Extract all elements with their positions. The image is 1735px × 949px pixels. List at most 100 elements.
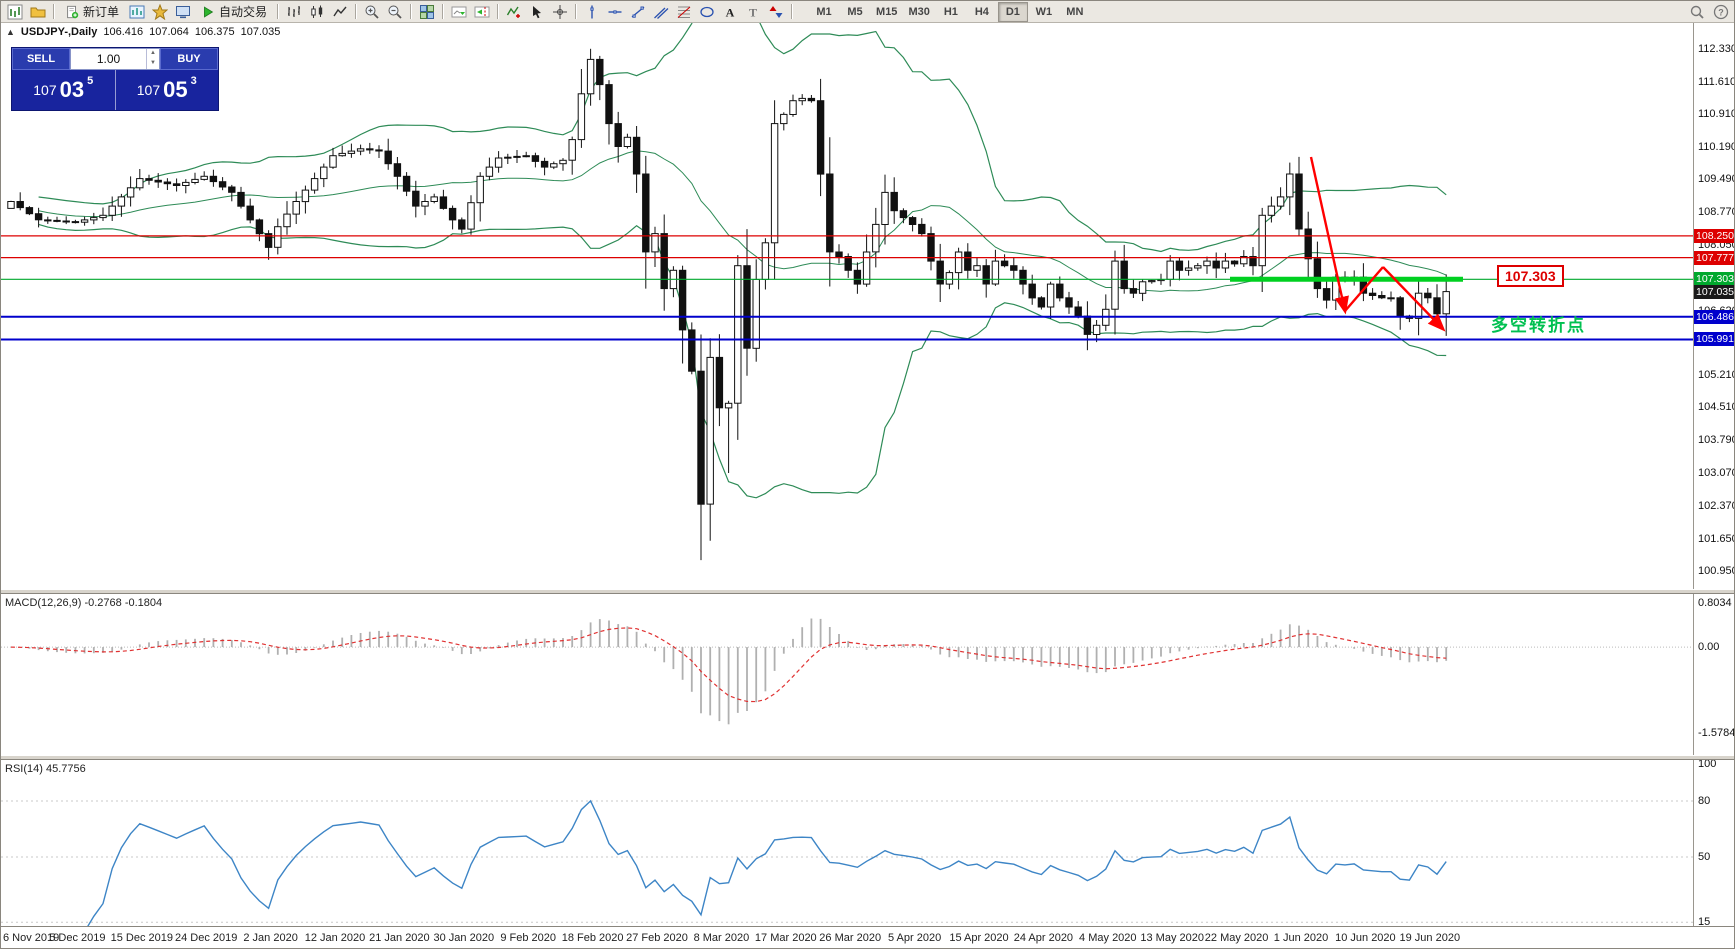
price-tick: 101.650 <box>1698 532 1735 545</box>
panel-splitter[interactable] <box>1 755 1734 760</box>
one-click-trading-widget: SELL 1.00 ▲ ▼ BUY 107 03 5 107 05 3 <box>11 47 219 111</box>
help-icon[interactable]: ? <box>1710 2 1732 22</box>
candlestick-icon[interactable] <box>306 2 328 22</box>
price-badge: 107.777 <box>1694 250 1734 265</box>
channel-icon[interactable] <box>650 2 672 22</box>
cursor-icon[interactable] <box>526 2 548 22</box>
date-label: 15 Dec 2019 <box>110 932 173 944</box>
crosshair-icon[interactable] <box>549 2 571 22</box>
date-label: 15 Apr 2020 <box>949 932 1009 944</box>
date-label: 22 May 2020 <box>1204 932 1269 944</box>
tf-button-M5[interactable]: M5 <box>847 5 863 18</box>
date-label: 17 Mar 2020 <box>754 932 817 944</box>
shapes-icon[interactable] <box>696 2 718 22</box>
date-label: 8 Mar 2020 <box>693 932 750 944</box>
buy-price-pips: 05 <box>163 77 188 102</box>
spinner-up-icon[interactable]: ▲ <box>150 50 156 56</box>
toolbar-separator <box>791 4 794 19</box>
rsi-axis-tick: 15 <box>1698 916 1711 929</box>
text-icon[interactable]: A <box>719 2 741 22</box>
sell-price-sup: 5 <box>87 75 94 87</box>
tf-button-M1[interactable]: M1 <box>816 5 832 18</box>
date-label: 24 Apr 2020 <box>1013 932 1074 944</box>
macd-panel-canvas[interactable] <box>1 594 1693 755</box>
sell-price-pips: 03 <box>59 77 85 102</box>
sell-price-panel[interactable]: 107 03 5 <box>12 70 116 110</box>
tf-button-H4[interactable]: H4 <box>974 5 989 18</box>
volume-spinner[interactable]: ▲ ▼ <box>146 49 159 69</box>
date-label: 4 May 2020 <box>1079 932 1137 944</box>
date-label: 10 Jun 2020 <box>1335 932 1396 944</box>
tf-button-D1[interactable]: D1 <box>997 1 1028 22</box>
buy-button[interactable]: BUY <box>160 48 218 70</box>
autotrading-button[interactable]: 自动交易 <box>195 2 273 22</box>
turning-point-note[interactable]: 多空转折点 <box>1491 316 1586 335</box>
buy-price-panel[interactable]: 107 05 3 <box>116 70 219 110</box>
tf-button-MN[interactable]: MN <box>1066 5 1084 18</box>
chart-header: ▲ USDJPY-,Daily 106.416 107.064 106.375 … <box>6 26 280 38</box>
auto-scroll-icon[interactable] <box>448 2 470 22</box>
profiles-icon[interactable] <box>27 2 49 22</box>
time-scale[interactable]: 6 Nov 2019 5 Dec 2019 15 Dec 2019 24 Dec 20… <box>1 926 1734 948</box>
toolbar-separator <box>355 4 358 19</box>
level-price-label[interactable]: 107.303 <box>1497 265 1564 287</box>
date-label: 13 May 2020 <box>1140 932 1204 944</box>
spinner-down-icon[interactable]: ▼ <box>150 60 156 66</box>
price-tick: 108.770 <box>1698 206 1735 219</box>
rsi-axis-tick: 50 <box>1698 850 1711 863</box>
price-tick: 111.610 <box>1698 75 1735 88</box>
symbol-period-label: USDJPY-,Daily <box>20 26 98 38</box>
svg-text:T: T <box>749 5 757 19</box>
price-tick: 103.790 <box>1698 434 1735 447</box>
main-chart-canvas[interactable] <box>1 23 1693 589</box>
date-label: 27 Feb 2020 <box>626 932 688 944</box>
autotrading-label: 自动交易 <box>219 5 268 19</box>
macd-axis-tick: -1.5784 <box>1698 727 1735 740</box>
terminal-icon[interactable] <box>172 2 194 22</box>
ohlc-open: 106.416 <box>103 26 144 38</box>
tf-button-H1[interactable]: H1 <box>943 5 958 18</box>
rsi-axis-tick: 80 <box>1698 795 1711 808</box>
price-tick: 110.190 <box>1698 140 1735 153</box>
navigator-icon[interactable] <box>149 2 171 22</box>
arrows-tool-icon[interactable] <box>765 2 787 22</box>
text-label-icon[interactable]: T <box>742 2 764 22</box>
new-chart-icon[interactable] <box>4 2 26 22</box>
rsi-axis-tick: 100 <box>1698 757 1717 770</box>
tf-button-M30[interactable]: M30 <box>908 5 930 18</box>
panel-splitter[interactable] <box>1 589 1734 594</box>
indicators-icon[interactable] <box>503 2 525 22</box>
macd-axis-tick: 0.00 <box>1698 641 1720 654</box>
fibonacci-icon[interactable] <box>673 2 695 22</box>
sell-button[interactable]: SELL <box>12 48 70 70</box>
tf-button-W1[interactable]: W1 <box>1035 5 1053 18</box>
price-badge: 107.035 <box>1694 284 1734 299</box>
zoom-in-icon[interactable] <box>361 2 383 22</box>
rsi-panel-canvas[interactable] <box>1 760 1693 926</box>
price-tick: 104.510 <box>1698 401 1735 414</box>
zoom-out-icon[interactable] <box>384 2 406 22</box>
macd-label: MACD(12,26,9) -0.2768 -0.1804 <box>5 597 163 609</box>
trendline-icon[interactable] <box>627 2 649 22</box>
market-watch-icon[interactable] <box>126 2 148 22</box>
toolbar-separator <box>442 4 445 19</box>
bar-chart-icon[interactable] <box>283 2 305 22</box>
new-order-button[interactable]: 新订单 <box>59 2 125 22</box>
ohlc-high: 107.064 <box>149 26 189 38</box>
horizontal-line-icon[interactable] <box>604 2 626 22</box>
date-label: 5 Dec 2019 <box>49 932 106 944</box>
date-label: 19 Jun 2020 <box>1399 932 1461 944</box>
price-badge: 106.486 <box>1694 309 1734 324</box>
line-chart-icon[interactable] <box>329 2 351 22</box>
toolbar-separator <box>497 4 500 19</box>
price-scale-border <box>1693 23 1694 948</box>
date-label: 5 Apr 2020 <box>887 932 942 944</box>
tf-button-M15[interactable]: M15 <box>876 5 898 18</box>
tile-windows-icon[interactable] <box>416 2 438 22</box>
chart-shift-icon[interactable] <box>471 2 493 22</box>
vertical-line-icon[interactable] <box>581 2 603 22</box>
search-icon[interactable] <box>1686 2 1708 22</box>
volume-field[interactable]: 1.00 ▲ ▼ <box>70 48 160 70</box>
one-click-collapse-button[interactable]: ▲ <box>6 27 15 37</box>
